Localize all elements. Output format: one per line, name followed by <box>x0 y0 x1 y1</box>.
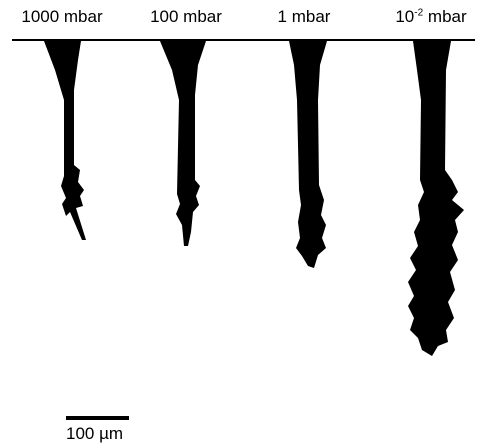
scale-bar-label: 100 µm <box>66 424 124 443</box>
label-unit: mbar <box>427 7 467 26</box>
crater-2 <box>160 41 206 246</box>
crater-3 <box>289 41 327 268</box>
pressure-label: 10-2 mbar <box>395 7 466 27</box>
label-base: 10 <box>395 7 415 26</box>
label-exponent: -2 <box>414 7 424 19</box>
pressure-label: 100 mbar <box>150 7 222 26</box>
pressure-label: 1000 mbar <box>21 7 103 26</box>
crater-1 <box>44 41 86 240</box>
crater-4 <box>408 41 464 356</box>
pressure-label: 1 mbar <box>277 7 331 26</box>
